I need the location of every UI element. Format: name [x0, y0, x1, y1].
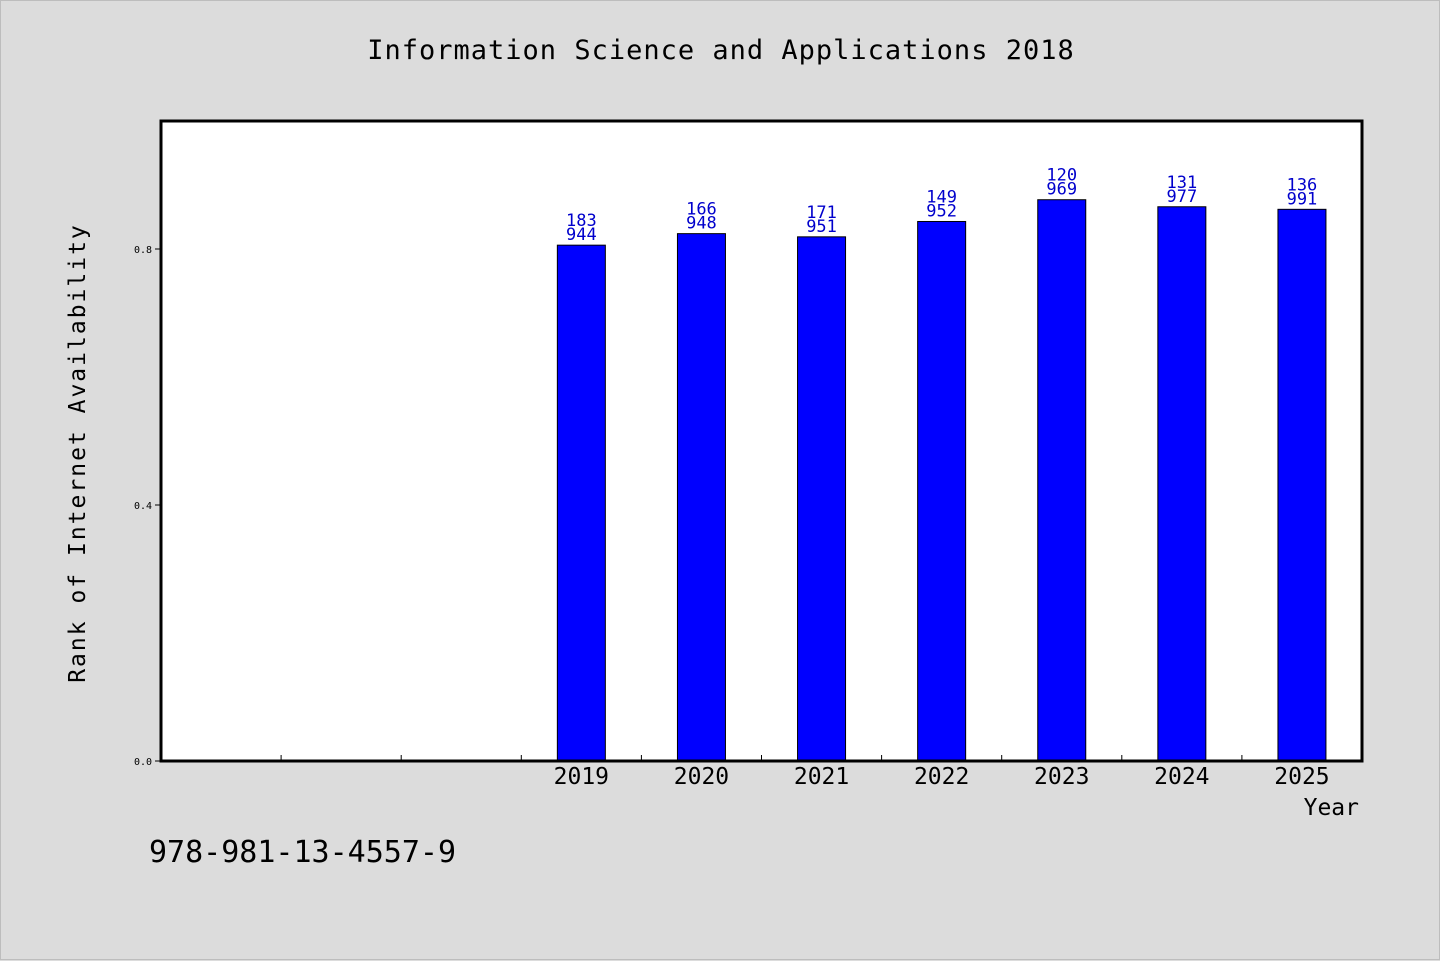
bar-data-label: 131 [1166, 173, 1197, 193]
bar [917, 220, 967, 762]
bar-data-label: 977 [1166, 187, 1197, 207]
bar [676, 233, 726, 762]
bar-data-label: 951 [806, 217, 837, 237]
chart-title: Information Science and Applications 201… [367, 35, 1075, 66]
x-tick-label: 2022 [914, 764, 969, 790]
bar [1157, 206, 1207, 762]
x-tick-label: 2021 [794, 764, 849, 790]
bar [1037, 199, 1087, 762]
bar-data-label: 183 [566, 211, 597, 231]
bar-data-label: 944 [566, 225, 597, 245]
bar-data-label: 948 [686, 214, 717, 234]
bar-data-label: 136 [1287, 175, 1318, 195]
bar-data-label: 149 [926, 187, 957, 207]
x-tick-label: 2025 [1274, 764, 1329, 790]
bar-data-label: 120 [1046, 166, 1077, 186]
bar-data-label: 171 [806, 203, 837, 223]
y-tick-label: 0.0 [134, 757, 152, 768]
plot-frame [159, 119, 1364, 763]
bar-data-label: 166 [686, 200, 717, 220]
bar [797, 236, 847, 762]
y-tick-label: 0.4 [134, 501, 152, 512]
x-tick-label: 2023 [1034, 764, 1089, 790]
bar [556, 244, 606, 762]
x-tick-label: 2020 [674, 764, 729, 790]
bar-data-label: 952 [926, 201, 957, 221]
bar-data-label: 991 [1287, 189, 1318, 209]
x-tick-label: 2019 [554, 764, 609, 790]
bar [1277, 208, 1327, 762]
isbn-text: 978-981-13-4557-9 [149, 835, 457, 870]
y-tick-label: 0.8 [134, 245, 152, 256]
x-tick-label: 2024 [1154, 764, 1209, 790]
x-axis-label: Year [1303, 795, 1359, 821]
bar-data-label: 969 [1046, 180, 1077, 200]
